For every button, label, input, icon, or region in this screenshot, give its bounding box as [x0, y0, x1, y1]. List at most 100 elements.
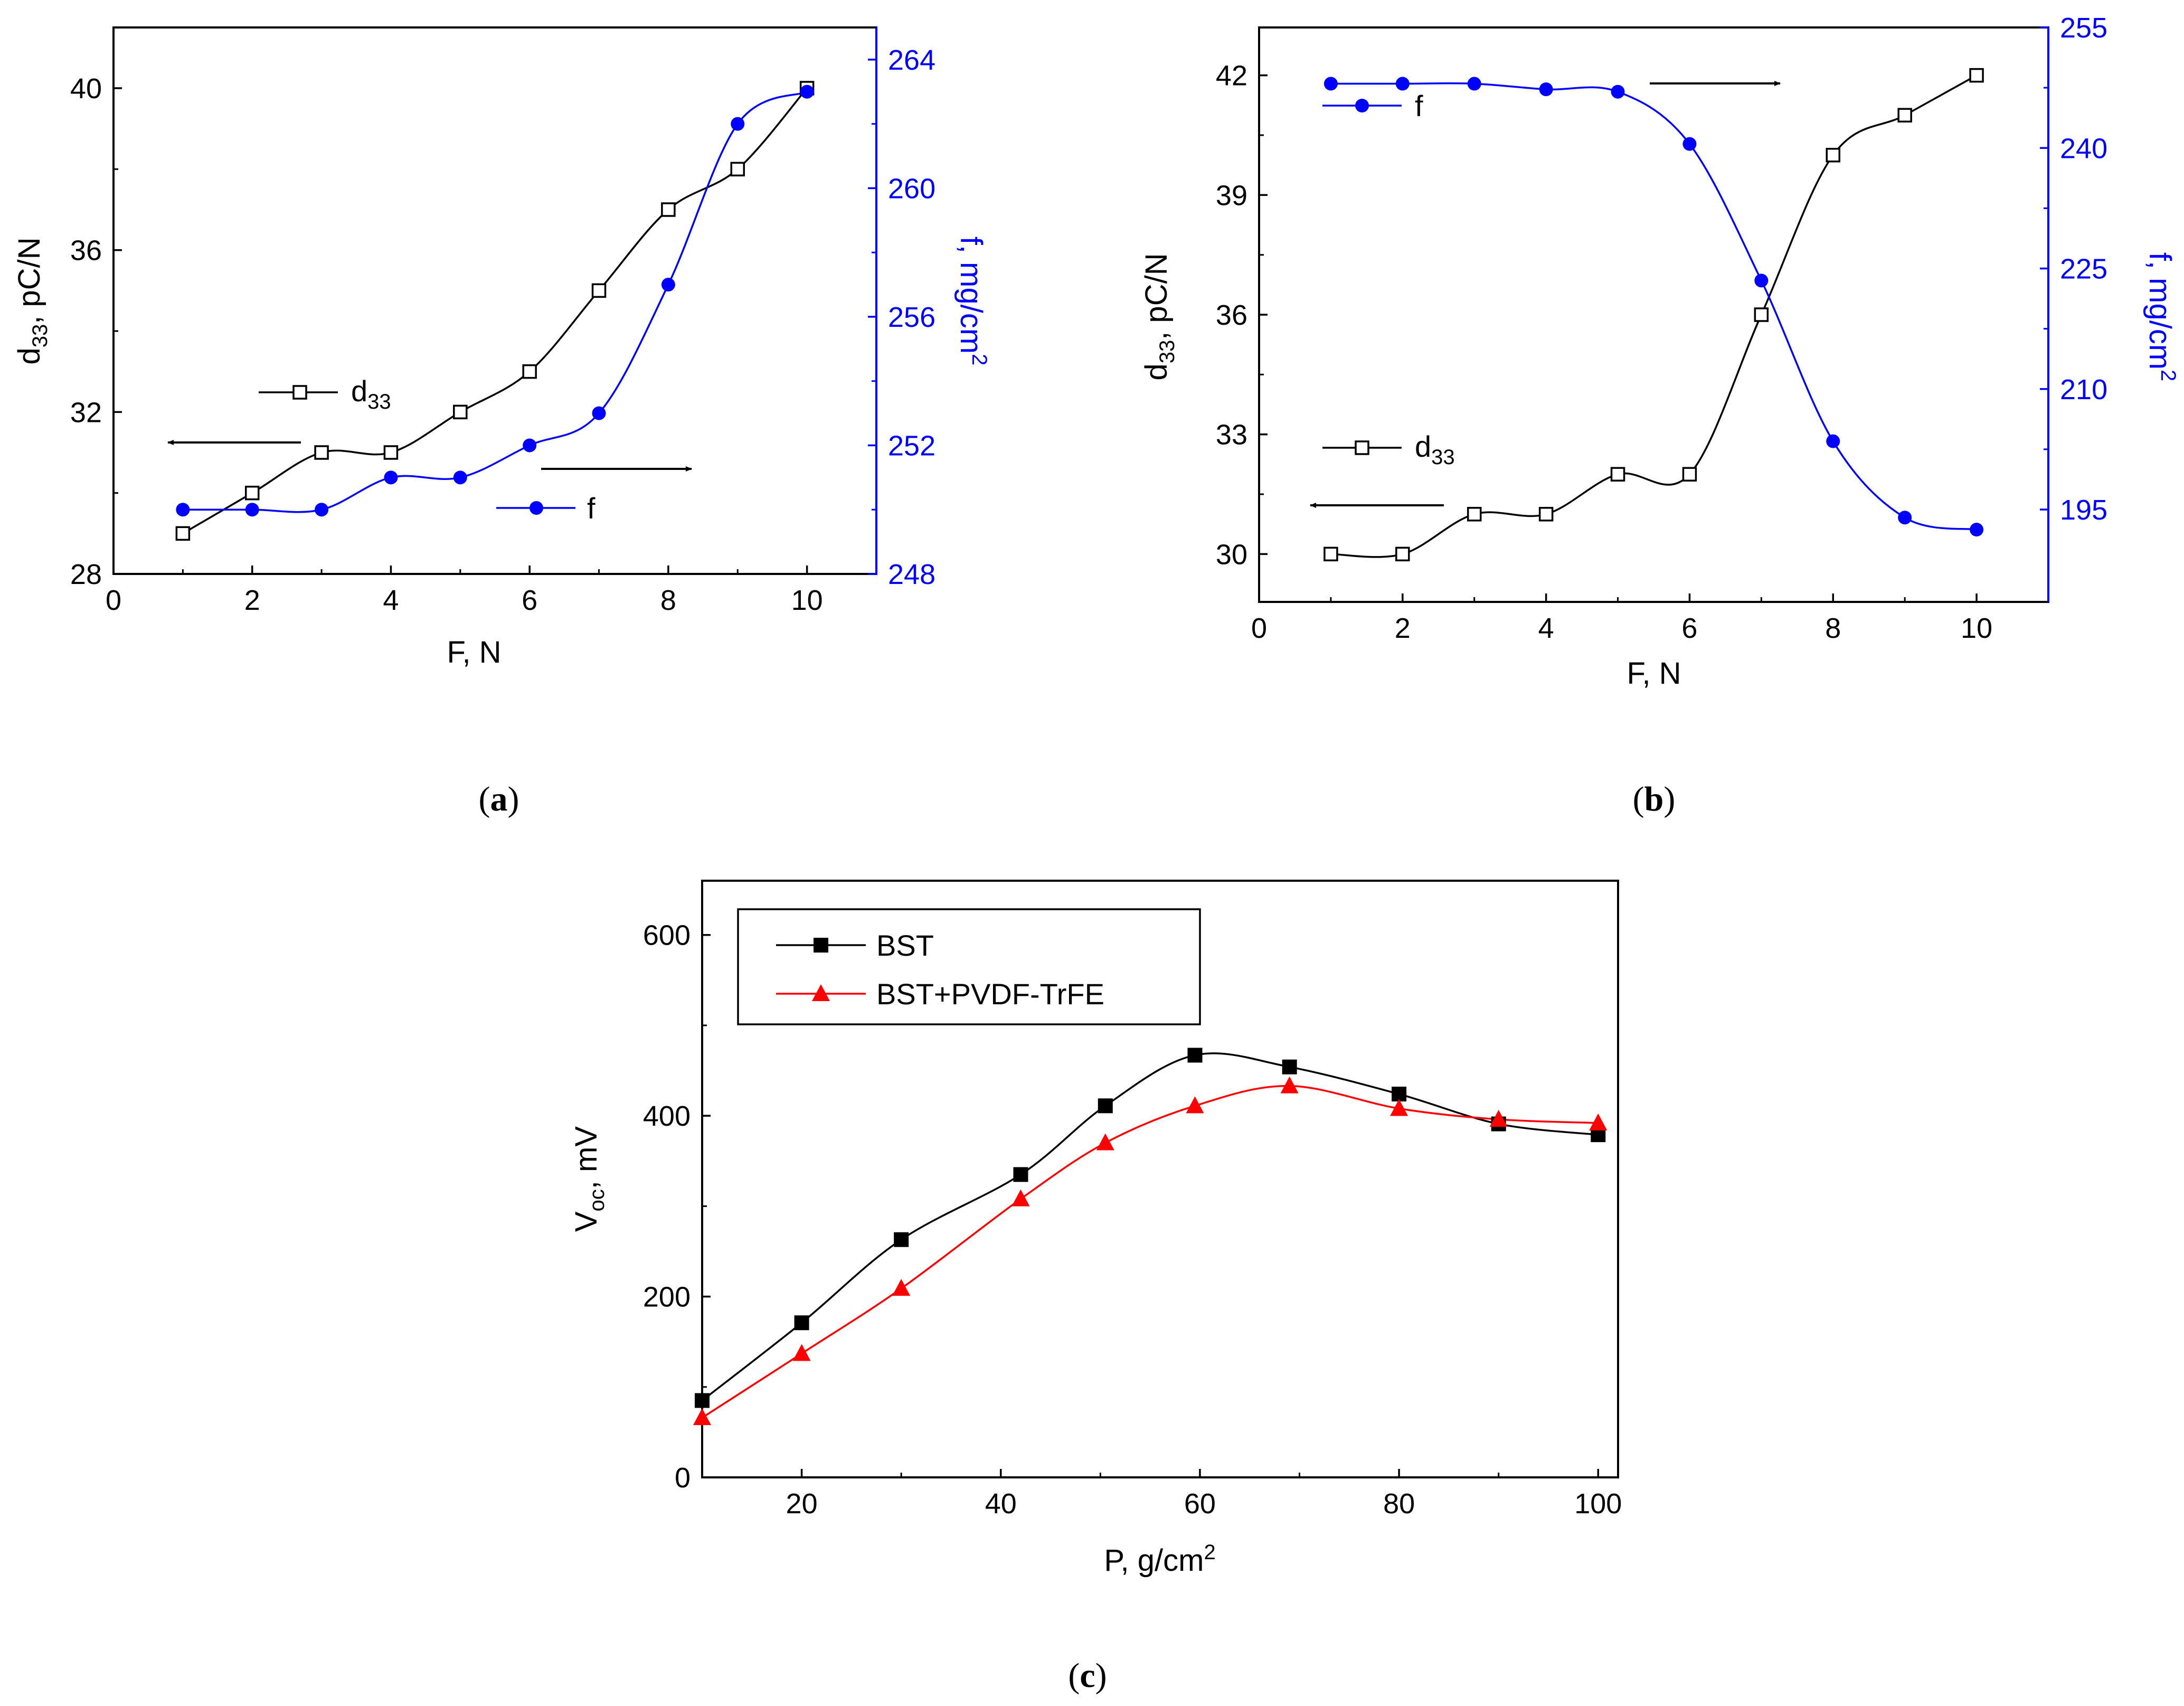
data-point-bst-pvdf-trfe — [1186, 1096, 1204, 1114]
legend-item-bst: BST — [776, 929, 934, 962]
data-point-f — [800, 84, 814, 99]
data-point-f — [1754, 274, 1769, 288]
data-point-f — [731, 117, 745, 131]
right-y-axis-title: f, mg/cm2 — [2143, 252, 2180, 382]
data-point-d33 — [1538, 507, 1554, 522]
x-tick-label: 2 — [1395, 612, 1411, 644]
data-point-bst-pvdf-trfe — [693, 1408, 711, 1425]
x-tick-label: 4 — [1538, 612, 1554, 644]
right-y-tick-label: 248 — [888, 559, 935, 590]
right-y-tick-label: 252 — [888, 430, 935, 461]
right-y-axis-title: f, mg/cm2 — [954, 237, 991, 366]
right-y-tick-label: 264 — [888, 44, 935, 76]
y-tick-label: 28 — [70, 559, 102, 590]
data-point-f — [453, 470, 467, 485]
svg-text:BST+PVDF-TrFE: BST+PVDF-TrFE — [876, 977, 1104, 1011]
y-tick-label: 33 — [1216, 419, 1247, 451]
right-y-tick-label: 255 — [2060, 12, 2107, 44]
left-y-axis-title: d33, pC/N — [12, 237, 52, 364]
data-point-f — [1826, 434, 1840, 448]
x-tick-label: 2 — [244, 585, 260, 616]
y-tick-label: 36 — [1216, 299, 1247, 331]
panel-label-b: (b) — [1633, 780, 1676, 818]
legend-f: f — [496, 492, 595, 525]
data-point-d33 — [661, 202, 676, 217]
data-point-d33 — [522, 364, 537, 379]
x-tick-label: 6 — [522, 585, 537, 616]
svg-text:f: f — [587, 492, 595, 525]
y-tick-label: 42 — [1216, 60, 1247, 92]
plot-frame — [112, 26, 877, 575]
data-point-f — [1539, 82, 1553, 97]
data-point-d33 — [1682, 467, 1697, 482]
data-point-f — [1467, 77, 1481, 91]
x-axis-title: F, N — [447, 635, 501, 670]
data-point-bst-pvdf-trfe — [1280, 1076, 1299, 1094]
data-point-d33 — [314, 445, 329, 460]
tick-labels: 0 2 4 6 8 10 28 32 36 40 248 252 256 260 264 — [70, 44, 935, 616]
data-point-f — [1323, 77, 1338, 91]
y-tick-label: 39 — [1216, 180, 1247, 211]
x-tick-label: 20 — [786, 1488, 818, 1520]
svg-text:d33: d33 — [1415, 430, 1455, 469]
legend-f: f — [1322, 89, 1423, 122]
x-tick-label: 0 — [1251, 612, 1267, 644]
series-curves — [1330, 74, 1977, 558]
legend-d33: d33 — [259, 374, 391, 413]
data-point-bst — [695, 1393, 710, 1408]
right-y-tick-label: 260 — [888, 173, 935, 204]
data-point-f — [661, 278, 675, 292]
data-point-f — [1395, 77, 1410, 91]
data-point-bst — [1098, 1098, 1113, 1114]
axis-ticks — [1258, 26, 2048, 602]
data-point-bst-pvdf-trfe — [1096, 1133, 1114, 1151]
plot-frame — [1258, 26, 2049, 603]
data-point-bst-pvdf-trfe — [892, 1279, 911, 1296]
tick-labels: 0 2 4 6 8 10 30 33 36 39 42 195 210 225 240 255 — [1216, 12, 2107, 644]
data-point-bst-pvdf-trfe — [1589, 1113, 1608, 1130]
data-point-bst — [1392, 1087, 1407, 1102]
data-point-f — [1970, 523, 1984, 537]
y-tick-label: 30 — [1216, 539, 1247, 570]
series-line-d33 — [182, 87, 808, 534]
right-y-tick-label: 225 — [2060, 253, 2107, 285]
right-y-tick-label: 256 — [888, 301, 935, 333]
x-tick-label: 10 — [791, 585, 823, 616]
axis-ticks — [702, 934, 1600, 1478]
data-point-d33 — [175, 526, 191, 541]
x-tick-label: 0 — [106, 585, 121, 616]
series-points — [175, 81, 815, 541]
axis-ticks — [112, 59, 876, 575]
data-point-d33 — [1610, 467, 1625, 482]
data-point-d33 — [1323, 546, 1338, 562]
x-axis-title: F, N — [1627, 656, 1681, 691]
plot-frame — [701, 880, 1619, 1478]
right-y-tick-label: 210 — [2060, 374, 2107, 406]
data-point-d33 — [730, 162, 745, 177]
series-curves — [182, 87, 808, 534]
data-point-bst-pvdf-trfe — [792, 1344, 811, 1361]
y-tick-label: 600 — [643, 920, 691, 951]
data-point-f — [315, 503, 329, 517]
svg-text:d33: d33 — [351, 374, 391, 413]
x-tick-label: 100 — [1574, 1488, 1622, 1520]
x-tick-label: 8 — [660, 585, 676, 616]
data-point-bst-pvdf-trfe — [1011, 1189, 1030, 1207]
svg-text:f: f — [1415, 89, 1423, 122]
data-point-f — [523, 438, 537, 453]
left-y-axis-title: d33, pC/N — [1139, 253, 1179, 380]
data-point-d33 — [1754, 307, 1769, 322]
data-point-d33 — [1969, 68, 1984, 83]
data-point-bst-pvdf-trfe — [1390, 1099, 1408, 1116]
right-y-tick-label: 195 — [2060, 494, 2107, 526]
y-tick-label: 0 — [675, 1462, 691, 1494]
series-points — [1323, 68, 1984, 562]
data-point-f — [245, 503, 259, 517]
data-point-f — [1898, 511, 1912, 525]
panel-label-c: (c) — [1068, 1656, 1107, 1695]
chart-panel-a: 0 2 4 6 8 10 28 32 36 40 248 252 256 260 264 F, N d33,… — [12, 26, 991, 818]
data-point-d33 — [244, 485, 260, 501]
y-tick-label: 40 — [70, 73, 102, 105]
y-tick-label: 200 — [643, 1281, 691, 1313]
